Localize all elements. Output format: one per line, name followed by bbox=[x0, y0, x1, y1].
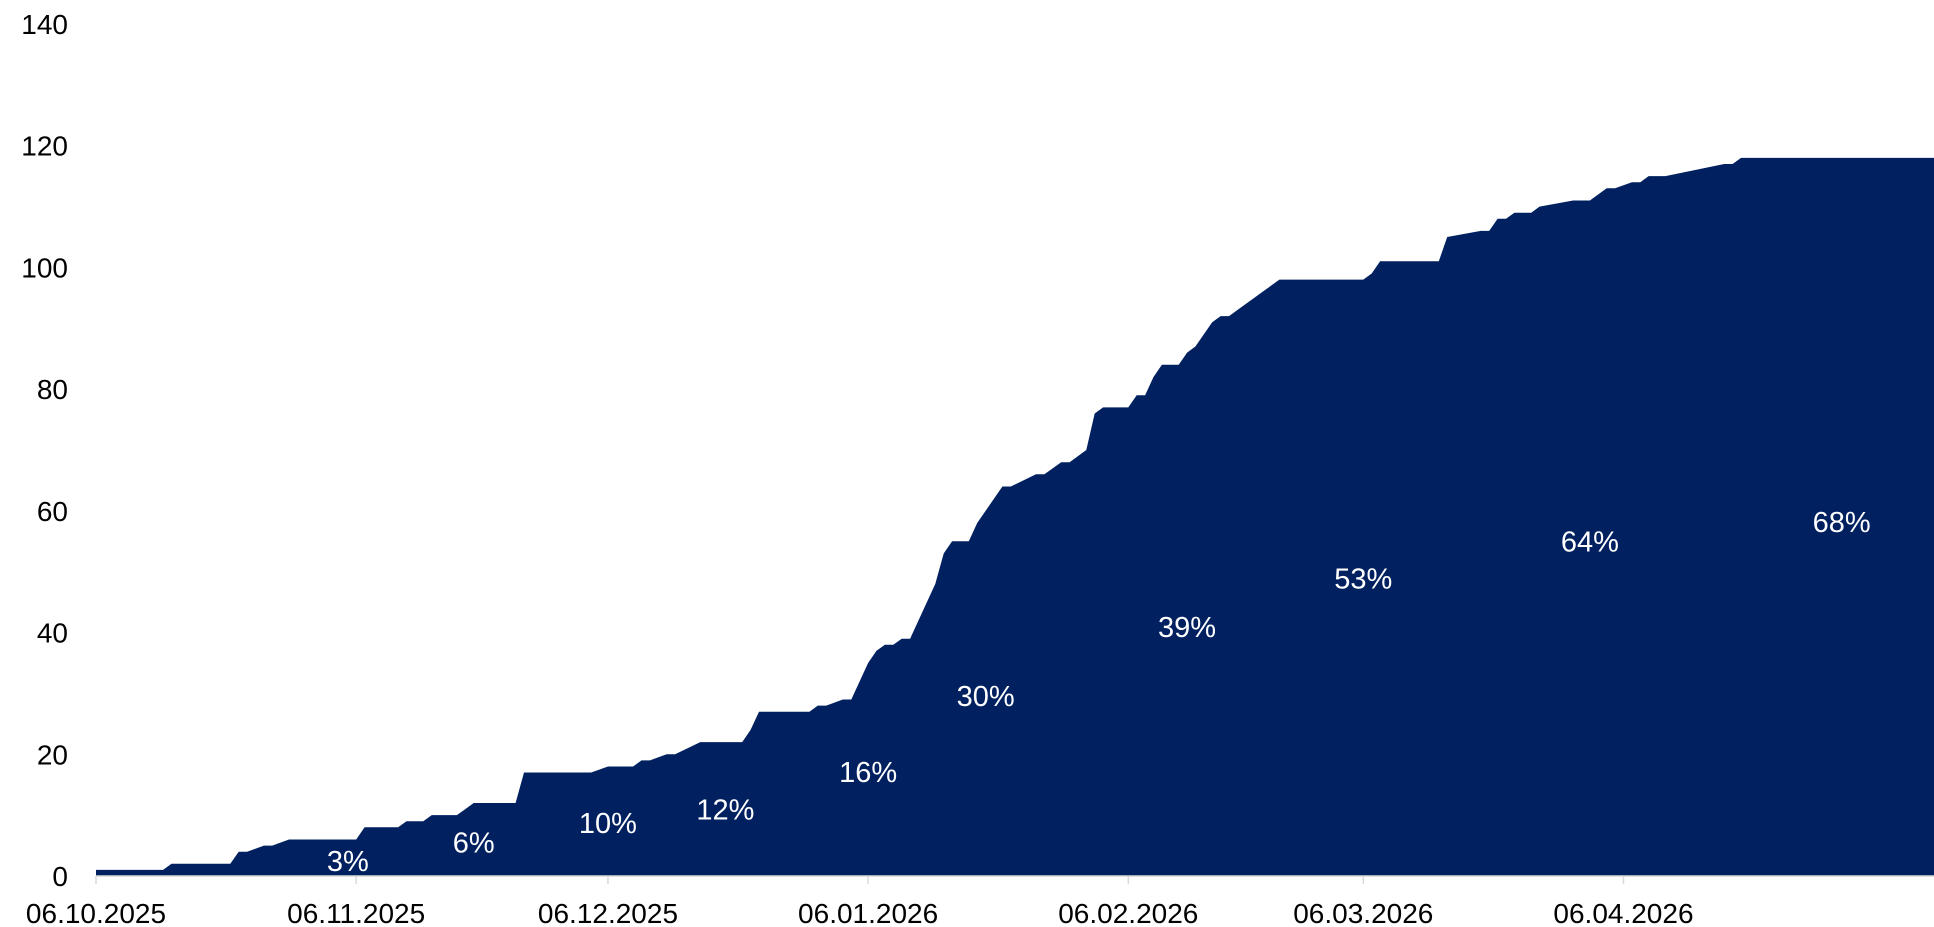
data-label: 3% bbox=[327, 846, 369, 878]
y-axis: 0 20 40 60 80 100 120 140 bbox=[21, 9, 68, 892]
x-tick-label: 06.11.2025 bbox=[287, 898, 425, 927]
data-label: 64% bbox=[1561, 526, 1619, 558]
data-label: 30% bbox=[957, 681, 1015, 713]
y-tick-label: 80 bbox=[37, 374, 68, 405]
data-label: 10% bbox=[579, 808, 637, 840]
data-label: 53% bbox=[1334, 563, 1392, 595]
x-tick-labels: 06.10.2025 06.11.2025 06.12.2025 06.01.2026… bbox=[26, 898, 1694, 927]
x-tick-label: 06.10.2025 bbox=[26, 898, 166, 927]
data-label: 68% bbox=[1813, 507, 1871, 539]
data-label: 6% bbox=[453, 828, 495, 860]
x-tick-label: 06.03.2026 bbox=[1293, 898, 1433, 927]
x-tick-label: 06.04.2026 bbox=[1553, 898, 1693, 927]
y-tick-label: 120 bbox=[21, 131, 68, 162]
data-label: 16% bbox=[839, 757, 897, 789]
data-label: 39% bbox=[1158, 612, 1216, 644]
x-axis bbox=[95, 875, 1934, 884]
x-tick-label: 06.02.2026 bbox=[1058, 898, 1198, 927]
x-tick-label: 06.01.2026 bbox=[798, 898, 938, 927]
y-tick-label: 100 bbox=[21, 252, 68, 283]
y-tick-label: 40 bbox=[37, 618, 68, 649]
area-layer bbox=[96, 157, 1934, 876]
y-tick-label: 140 bbox=[21, 9, 68, 40]
y-tick-label: 20 bbox=[37, 739, 68, 770]
y-tick-label: 0 bbox=[52, 861, 68, 892]
x-tick-label: 06.12.2025 bbox=[538, 898, 678, 927]
y-tick-label: 60 bbox=[37, 496, 68, 527]
data-labels: 3% 6% 10% 12% 16% 30% 39% 53% 64% 68% bbox=[327, 507, 1871, 878]
area-series-0 bbox=[96, 157, 1934, 876]
data-label: 12% bbox=[696, 795, 754, 827]
